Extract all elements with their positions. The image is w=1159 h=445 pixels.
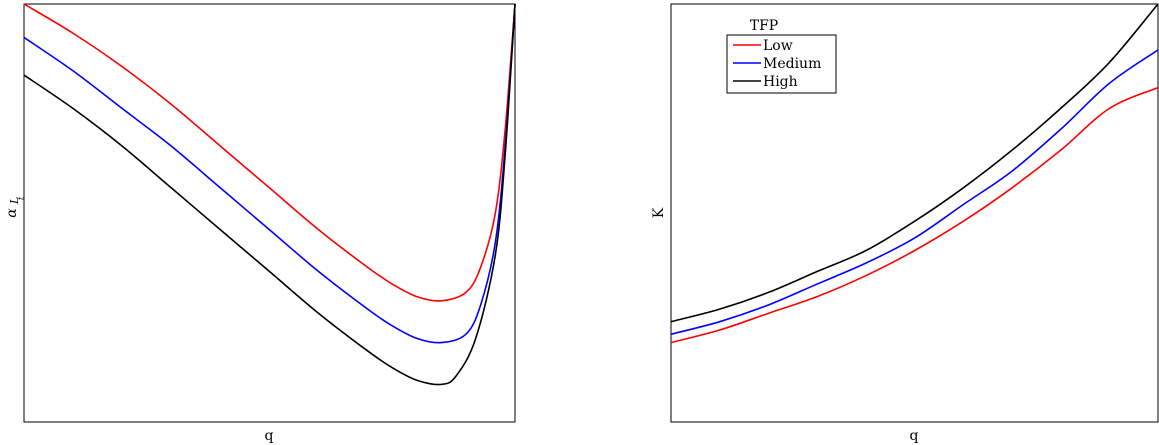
legend-title: TFP [750, 18, 778, 34]
left-y-axis-label: α L t [4, 196, 26, 218]
left-series-line-1 [23, 3, 516, 344]
legend-label-medium: Medium [763, 56, 821, 72]
right-x-axis-label: q [910, 428, 919, 444]
left-x-axis-label: q [265, 428, 274, 444]
left-chart-panel: q α L t [4, 3, 516, 444]
legend: TFP Low Medium High [726, 18, 837, 94]
right-series-line-high [670, 3, 1159, 323]
right-y-axis-label: K [651, 207, 667, 218]
left-y-label-sub: L [8, 197, 21, 205]
legend-label-low: Low [763, 38, 793, 54]
legend-label-high: High [763, 74, 798, 90]
left-series-line-2 [23, 3, 516, 386]
left-plot-frame [23, 3, 516, 423]
legend-entries: Low Medium High [733, 38, 821, 90]
left-y-label-subsub: t [17, 196, 26, 200]
left-series-line-0 [23, 3, 516, 302]
left-y-label-alpha: α [4, 208, 20, 218]
right-series-line-low [670, 86, 1159, 344]
right-chart-panel: q K TFP Low Medium High [651, 3, 1159, 444]
right-series-line-medium [670, 49, 1159, 335]
left-series-group [23, 3, 516, 386]
right-series-group [670, 3, 1159, 344]
